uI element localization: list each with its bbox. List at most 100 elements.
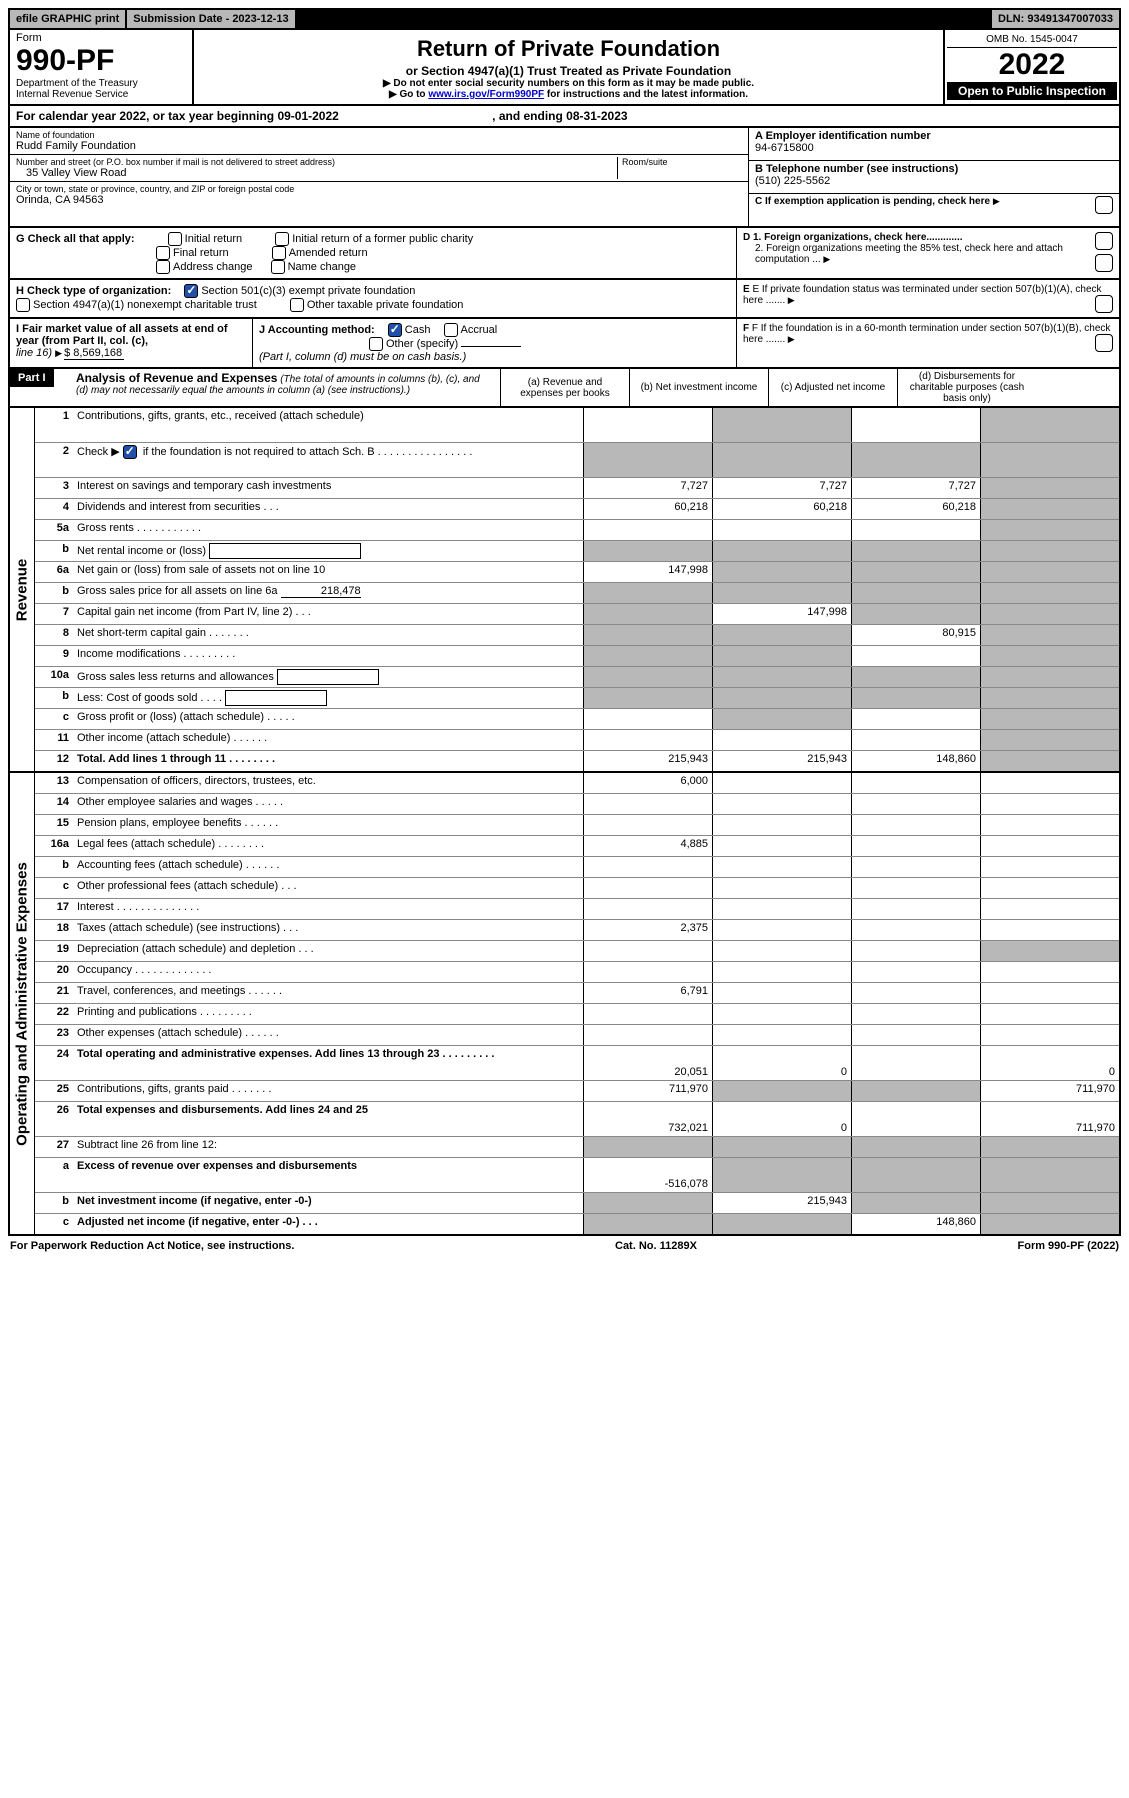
h-other-cb[interactable] [290,298,304,312]
h-501c3: Section 501(c)(3) exempt private foundat… [201,285,415,297]
g-amended-cb[interactable] [272,246,286,260]
i-section: I Fair market value of all assets at end… [10,319,253,367]
g-final-cb[interactable] [156,246,170,260]
part1-label: Part I [10,369,54,387]
g-initial-former: Initial return of a former public charit… [292,233,473,245]
ein-label: A Employer identification number [755,130,1113,142]
i-label: I Fair market value of all assets at end… [16,323,228,347]
row-5a: 5aGross rents . . . . . . . . . . . [35,520,1119,541]
dln: DLN: 93491347007033 [992,10,1119,28]
room-label: Room/suite [622,157,742,167]
row-18: 18Taxes (attach schedule) (see instructi… [35,920,1119,941]
g-initial-cb[interactable] [168,232,182,246]
open-public: Open to Public Inspection [947,82,1117,100]
row-3: 3Interest on savings and temporary cash … [35,478,1119,499]
h-label: H Check type of organization: [16,285,171,297]
foundation-name: Rudd Family Foundation [16,140,742,152]
row-14: 14Other employee salaries and wages . . … [35,794,1119,815]
row-27b: bNet investment income (if negative, ent… [35,1193,1119,1214]
addr-label: Number and street (or P.O. box number if… [16,157,617,167]
row-4: 4Dividends and interest from securities … [35,499,1119,520]
row-16a: 16aLegal fees (attach schedule) . . . . … [35,836,1119,857]
c-checkbox[interactable] [1095,196,1113,214]
j-other: Other (specify) [386,338,458,350]
j-cash: Cash [405,324,431,336]
cal-begin: For calendar year 2022, or tax year begi… [16,109,339,123]
j-accrual-cb[interactable] [444,323,458,337]
name-cell: Name of foundation Rudd Family Foundatio… [10,128,748,155]
part1-header: Part I Analysis of Revenue and Expenses … [8,369,1121,408]
g-final: Final return [173,247,229,259]
h-501c3-cb[interactable] [184,284,198,298]
d2-label: 2. Foreign organizations meeting the 85%… [755,243,1063,265]
i-line: line 16) [16,347,52,359]
f-checkbox[interactable] [1095,334,1113,352]
row-6a: 6aNet gain or (loss) from sale of assets… [35,562,1119,583]
city-value: Orinda, CA 94563 [16,194,742,206]
row-25: 25Contributions, gifts, grants paid . . … [35,1081,1119,1102]
col-c-header: (c) Adjusted net income [769,369,898,406]
g-amended: Amended return [289,247,368,259]
note-ssn: ▶ Do not enter social security numbers o… [198,78,939,89]
row-27c: cAdjusted net income (if negative, enter… [35,1214,1119,1234]
part1-title: Analysis of Revenue and Expenses [76,371,277,385]
row-9: 9Income modifications . . . . . . . . . [35,646,1119,667]
g-name: Name change [288,261,357,273]
h-4947-cb[interactable] [16,298,30,312]
exemption-cell: C If exemption application is pending, c… [749,194,1119,226]
schb-checkbox[interactable] [123,445,137,459]
ein-value: 94-6715800 [755,142,1113,154]
row-6b: bGross sales price for all assets on lin… [35,583,1119,604]
e-section: E E If private foundation status was ter… [737,280,1119,317]
g-section: G Check all that apply: Initial return I… [10,228,737,278]
d1-label: D 1. Foreign organizations, check here..… [743,232,963,243]
form-subtitle: or Section 4947(a)(1) Trust Treated as P… [198,64,939,78]
omb-number: OMB No. 1545-0047 [947,32,1117,48]
row-21: 21Travel, conferences, and meetings . . … [35,983,1119,1004]
j-cash-cb[interactable] [388,323,402,337]
g-name-cb[interactable] [271,260,285,274]
col-d-header: (d) Disbursements for charitable purpose… [898,369,1036,406]
d1-checkbox[interactable] [1095,232,1113,250]
e-checkbox[interactable] [1095,295,1113,313]
row-27: 27Subtract line 26 from line 12: [35,1137,1119,1158]
row-23: 23Other expenses (attach schedule) . . .… [35,1025,1119,1046]
col-b-header: (b) Net investment income [630,369,769,406]
e-label: E If private foundation status was termi… [743,284,1102,306]
dept-label: Department of the Treasury [16,78,186,89]
section-g-d: G Check all that apply: Initial return I… [8,228,1121,280]
row-17: 17Interest . . . . . . . . . . . . . . [35,899,1119,920]
g-initial: Initial return [185,233,242,245]
row-12: 12Total. Add lines 1 through 11 . . . . … [35,751,1119,771]
cat-number: Cat. No. 11289X [615,1240,697,1252]
row-10b: bLess: Cost of goods sold . . . . [35,688,1119,709]
row-16b: bAccounting fees (attach schedule) . . .… [35,857,1119,878]
row-10a: 10aGross sales less returns and allowanc… [35,667,1119,688]
f-section: F F If the foundation is in a 60-month t… [737,319,1119,367]
d2-checkbox[interactable] [1095,254,1113,272]
note2-post: for instructions and the latest informat… [544,89,748,100]
street-address: 35 Valley View Road [16,167,617,179]
row-27a: aExcess of revenue over expenses and dis… [35,1158,1119,1193]
g-initial-former-cb[interactable] [275,232,289,246]
g-address-cb[interactable] [156,260,170,274]
row-13: 13Compensation of officers, directors, t… [35,773,1119,794]
form-title: Return of Private Foundation [198,36,939,62]
row-7: 7Capital gain net income (from Part IV, … [35,604,1119,625]
form-header: Form 990-PF Department of the Treasury I… [8,30,1121,106]
page-footer: For Paperwork Reduction Act Notice, see … [8,1236,1121,1256]
name-label: Name of foundation [16,130,742,140]
row-26: 26Total expenses and disbursements. Add … [35,1102,1119,1137]
row-1: 1 Contributions, gifts, grants, etc., re… [35,408,1119,443]
phone-label: B Telephone number (see instructions) [755,163,1113,175]
phone-cell: B Telephone number (see instructions) (5… [749,161,1119,194]
calendar-year-row: For calendar year 2022, or tax year begi… [8,106,1121,128]
efile-label[interactable]: efile GRAPHIC print [10,10,127,28]
j-label: J Accounting method: [259,324,375,336]
irs-link[interactable]: www.irs.gov/Form990PF [428,89,544,100]
row-15: 15Pension plans, employee benefits . . .… [35,815,1119,836]
fmv-value: $ 8,569,168 [64,347,124,360]
entity-info: Name of foundation Rudd Family Foundatio… [8,128,1121,228]
j-other-cb[interactable] [369,337,383,351]
tax-year: 2022 [947,48,1117,82]
